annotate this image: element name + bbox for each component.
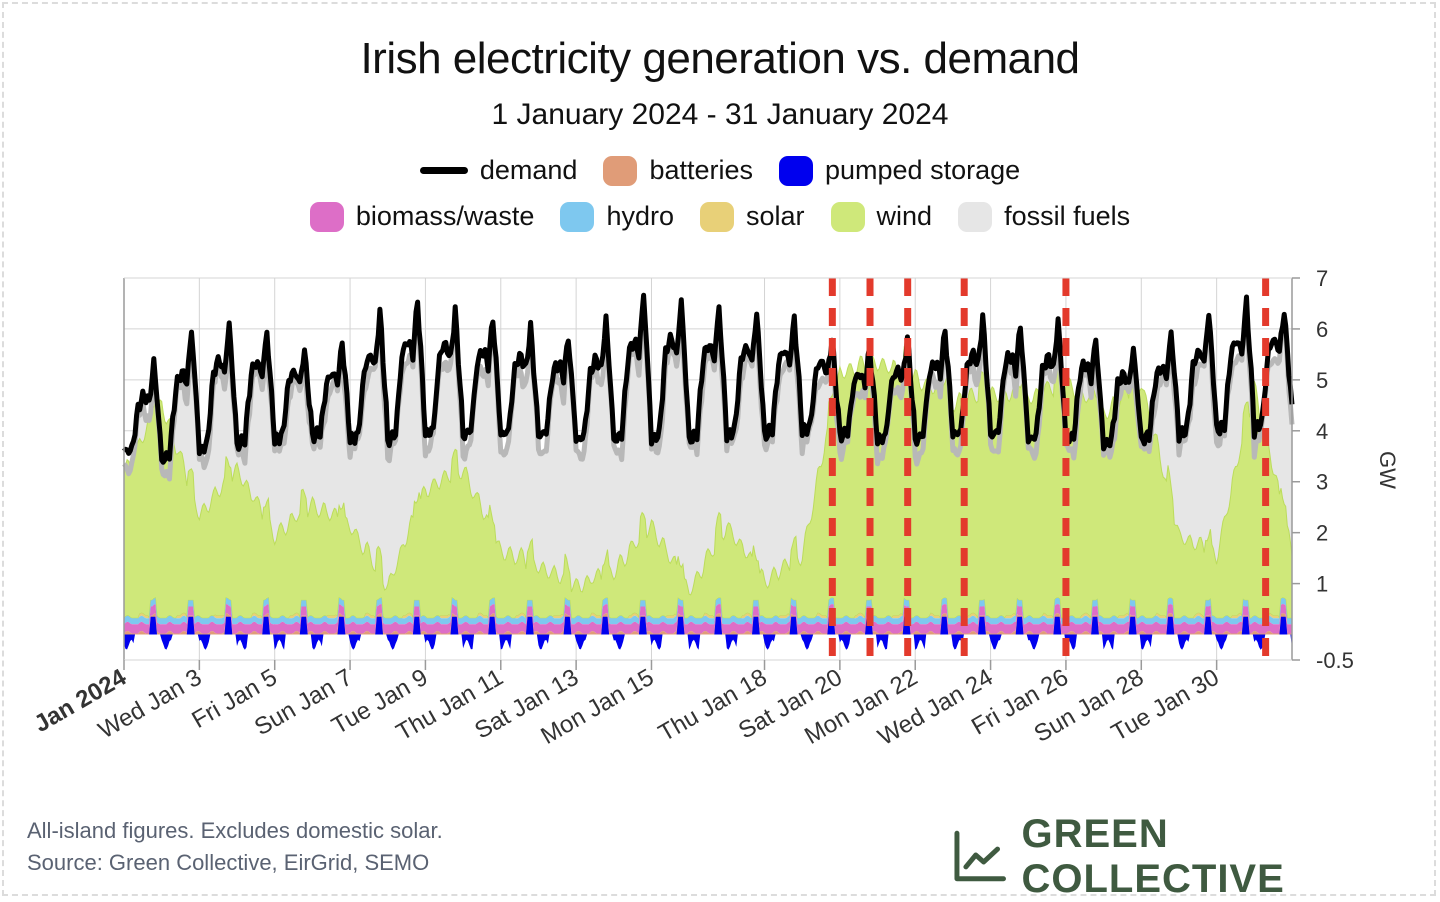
highlight-markers [828,278,1270,660]
footnote-line-2: Source: Green Collective, EirGrid, SEMO [27,850,430,875]
legend-label-batteries: batteries [649,155,753,185]
y-axis-label: GW [1375,451,1400,489]
brand-name: GREEN COLLECTIVE [1021,812,1285,901]
line-chart-icon [954,830,1006,882]
footnote: All-island figures. Excludes domestic so… [27,815,443,879]
legend-item-biomass[interactable]: biomass/waste [309,201,535,232]
legend-item-hydro[interactable]: hydro [560,201,674,232]
legend-label-fossil-fuels: fossil fuels [1004,201,1131,231]
line-demand [122,292,1295,465]
legend-swatch-biomass [309,201,344,232]
y-tick-label: 6 [1316,317,1328,342]
legend-row-2: biomass/waste hydro solar wind fossil fu… [0,201,1440,232]
legend-label-solar: solar [746,201,805,231]
legend-swatch-hydro [560,201,595,232]
legend-swatch-demand [419,167,468,174]
y-tick-label: 4 [1316,419,1328,444]
legend-label-wind: wind [876,201,933,231]
y-tick-label: 7 [1316,266,1328,291]
legend-item-batteries[interactable]: batteries [603,155,753,186]
brand-logo[interactable]: GREEN COLLECTIVE [952,812,1440,902]
area-hydro [124,597,1292,625]
legend-item-pumped-storage[interactable]: pumped storage [779,155,1020,186]
y-tick-label: 5 [1316,368,1328,393]
legend-label-demand: demand [479,155,578,185]
legend-label-pumped-storage: pumped storage [825,155,1021,185]
legend-swatch-solar [700,201,734,232]
legend-row-1: demand batteries pumped storage [0,155,1440,186]
legend-item-solar[interactable]: solar [700,201,805,232]
series-lines [122,292,1295,482]
legend-swatch-pumped-storage [779,155,813,186]
area-biomass [124,604,1292,634]
y-tick-label: -0.5 [1316,648,1354,673]
legend-label-hydro: hydro [606,201,674,231]
legend-swatch-wind [830,201,865,232]
area-fossil-fuels [124,305,1292,595]
y-tick-label: 3 [1316,470,1328,495]
legend-swatch-fossil-fuels [958,201,993,232]
legend-item-wind[interactable]: wind [830,201,933,232]
y-tick-label: 2 [1316,521,1328,546]
legend-item-fossil-fuels[interactable]: fossil fuels [958,201,1130,232]
legend-label-biomass: biomass/waste [355,201,535,231]
area-pumped-storage [124,616,1292,650]
legend-swatch-batteries [603,155,638,186]
legend-item-demand[interactable]: demand [419,155,578,186]
chart-subtitle: 1 January 2024 - 31 January 2024 [491,98,949,131]
footnote-line-1: All-island figures. Excludes domestic so… [27,818,443,843]
chart-title: Irish electricity generation vs. demand [360,34,1080,83]
y-tick-label: 1 [1316,572,1328,597]
